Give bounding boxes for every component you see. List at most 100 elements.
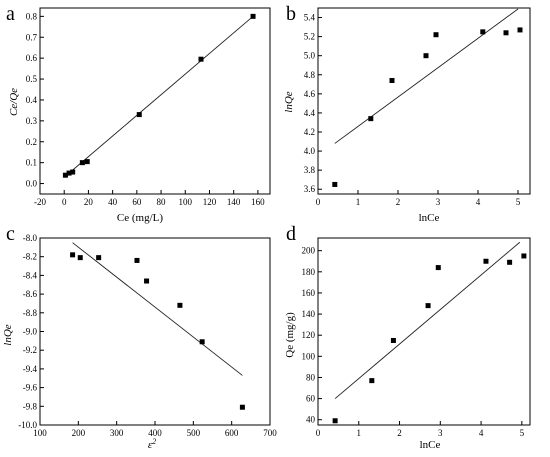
panel-c-x-tick-label: 400 bbox=[148, 428, 162, 438]
panel-a-label: a bbox=[6, 3, 15, 25]
panel-c-x-tick-label: 600 bbox=[225, 428, 239, 438]
panel-b-data-point bbox=[423, 53, 429, 59]
panel-b-data-point bbox=[480, 29, 486, 35]
panel-d-y-tick-label: 120 bbox=[302, 330, 316, 340]
panel-c-y-tick-label: -9.8 bbox=[23, 401, 38, 411]
panel-c-label: c bbox=[6, 223, 15, 245]
panel-a-y-tick-label: 0.6 bbox=[26, 53, 38, 63]
panel-a-x-tick-label: 100 bbox=[179, 197, 193, 207]
panel-a-x-tick-label: 120 bbox=[203, 197, 217, 207]
panel-b-x-tick-label: 0 bbox=[316, 197, 321, 207]
panel-c-data-point bbox=[144, 278, 150, 284]
panel-a-data-point bbox=[62, 172, 68, 178]
panel-c-x-tick-label: 700 bbox=[263, 428, 277, 438]
panel-c-y-tick-label: -8.6 bbox=[23, 289, 38, 299]
panel-d-data-point bbox=[521, 253, 527, 259]
panel-c-y-tick-label: -9.4 bbox=[23, 364, 38, 374]
panel-b-y-tick-label: 4.8 bbox=[304, 70, 316, 80]
panel-a-y-tick-label: 0.0 bbox=[26, 179, 38, 189]
panel-c-data-point bbox=[199, 339, 205, 345]
panel-d-fit-line bbox=[334, 241, 521, 399]
panel-b-ylabel: lnQe bbox=[283, 91, 295, 113]
panel-c-data-point bbox=[239, 404, 245, 410]
panel-d-frame bbox=[317, 237, 531, 426]
panel-a-data-point bbox=[70, 169, 76, 175]
panel-c-frame bbox=[39, 237, 271, 426]
panel-b-y-tick-label: 4.2 bbox=[304, 127, 315, 137]
panel-c-xlabel: ε2 bbox=[148, 437, 156, 451]
panel-d-data-point bbox=[390, 337, 396, 343]
panel-b-y-tick-label: 4.0 bbox=[304, 146, 316, 156]
panel-c-ylabel: lnQe bbox=[2, 324, 14, 346]
panel-b-y-tick-label: 5.2 bbox=[304, 32, 315, 42]
panel-b-data-point bbox=[433, 32, 439, 38]
panel-d-ylabel: Qe (mg/g) bbox=[284, 312, 296, 358]
panel-a-xlabel: Ce (mg/L) bbox=[117, 212, 163, 224]
panel-d-x-tick-label: 2 bbox=[397, 428, 402, 438]
panel-a-x-tick-label: 80 bbox=[157, 197, 167, 207]
panel-a-x-tick-label: 20 bbox=[84, 197, 94, 207]
panel-c-y-tick-label: -9.6 bbox=[23, 383, 38, 393]
panel-d-y-tick-label: 80 bbox=[306, 372, 316, 382]
panel-b-fit-line bbox=[334, 8, 519, 144]
panel-b-y-tick-label: 5.4 bbox=[304, 13, 316, 23]
panel-b-data-point bbox=[332, 181, 338, 187]
panel-b-y-tick-label: 4.6 bbox=[304, 89, 316, 99]
panel-b-y-tick-label: 3.6 bbox=[304, 184, 316, 194]
panel-c-data-point bbox=[96, 255, 102, 261]
panel-a-y-tick-label: 0.1 bbox=[26, 158, 37, 168]
panel-c-y-tick-label: -8.2 bbox=[23, 252, 37, 262]
panel-d-data-point bbox=[507, 259, 513, 265]
panel-c-y-tick-label: -9.0 bbox=[23, 327, 38, 337]
panel-b: b lnQe lnCe 0 1 2 3 4 5 3.6 3.8 4.0 4.2 4.4 4.6 4.8 5… bbox=[283, 3, 531, 224]
panel-d-y-tick-label: 40 bbox=[306, 415, 316, 425]
panel-d-y-tick-label: 160 bbox=[302, 288, 316, 298]
panel-c-fit-line bbox=[72, 242, 243, 376]
panel-d-data-point bbox=[435, 265, 441, 271]
panel-a-y-tick-label: 0.7 bbox=[26, 32, 38, 42]
panel-b-x-tick-label: 4 bbox=[476, 197, 481, 207]
panel-a-data-point bbox=[136, 112, 142, 118]
panel-d-x-tick-label: 0 bbox=[316, 428, 321, 438]
panel-a-data-point bbox=[250, 13, 256, 19]
panel-d-y-tick-label: 100 bbox=[302, 351, 316, 361]
panel-c-y-tick-label: -8.4 bbox=[23, 270, 38, 280]
panel-b-data-point bbox=[389, 77, 395, 83]
panel-b-x-tick-label: 3 bbox=[436, 197, 441, 207]
panel-b-data-point bbox=[503, 30, 509, 36]
panel-b-y-tick-label: 5.0 bbox=[304, 51, 316, 61]
panel-a-data-point bbox=[79, 160, 85, 166]
panel-a-y-tick-label: 0.5 bbox=[26, 74, 38, 84]
panel-a-data-point bbox=[198, 56, 204, 62]
panel-b-x-tick-label: 5 bbox=[516, 197, 521, 207]
panel-d-label: d bbox=[286, 223, 296, 245]
panel-d-x-tick-label: 3 bbox=[438, 428, 443, 438]
panel-d-data-point bbox=[332, 418, 338, 424]
panel-c-y-tick-label: -9.2 bbox=[23, 345, 37, 355]
panel-c-data-point bbox=[177, 302, 183, 308]
panel-b-data-point bbox=[517, 27, 523, 33]
panel-d-y-tick-label: 140 bbox=[302, 309, 316, 319]
panel-a-y-tick-label: 0.3 bbox=[26, 116, 38, 126]
panel-d-y-tick-label: 180 bbox=[302, 267, 316, 277]
panel-a-data-point bbox=[84, 159, 90, 165]
panel-a: a Ce/Qe Ce (mg/L) -20 0 20 40 60 80 100 120 140 1… bbox=[6, 3, 271, 224]
panel-d-y-tick-label: 60 bbox=[306, 394, 316, 404]
panel-c-y-tick-label: -8.8 bbox=[23, 308, 38, 318]
panel-a-x-tick-label: 40 bbox=[108, 197, 118, 207]
panel-c-x-tick-label: 100 bbox=[33, 428, 47, 438]
panel-a-ylabel: Ce/Qe bbox=[8, 88, 20, 116]
panel-b-y-tick-label: 4.4 bbox=[304, 108, 316, 118]
panel-d-x-tick-label: 5 bbox=[520, 428, 525, 438]
panel-c-data-point bbox=[70, 252, 76, 258]
panel-c-x-tick-label: 300 bbox=[110, 428, 124, 438]
panel-c-x-tick-label: 200 bbox=[72, 428, 86, 438]
panel-a-data-point bbox=[66, 170, 72, 176]
panel-a-frame bbox=[39, 7, 271, 195]
panel-a-x-tick-label: 0 bbox=[62, 197, 67, 207]
panel-d-x-tick-label: 4 bbox=[479, 428, 484, 438]
panel-b-label: b bbox=[286, 3, 296, 25]
panel-d-data-point bbox=[369, 378, 375, 384]
panel-b-y-tick-label: 3.8 bbox=[304, 165, 316, 175]
panel-b-x-tick-label: 1 bbox=[356, 197, 361, 207]
